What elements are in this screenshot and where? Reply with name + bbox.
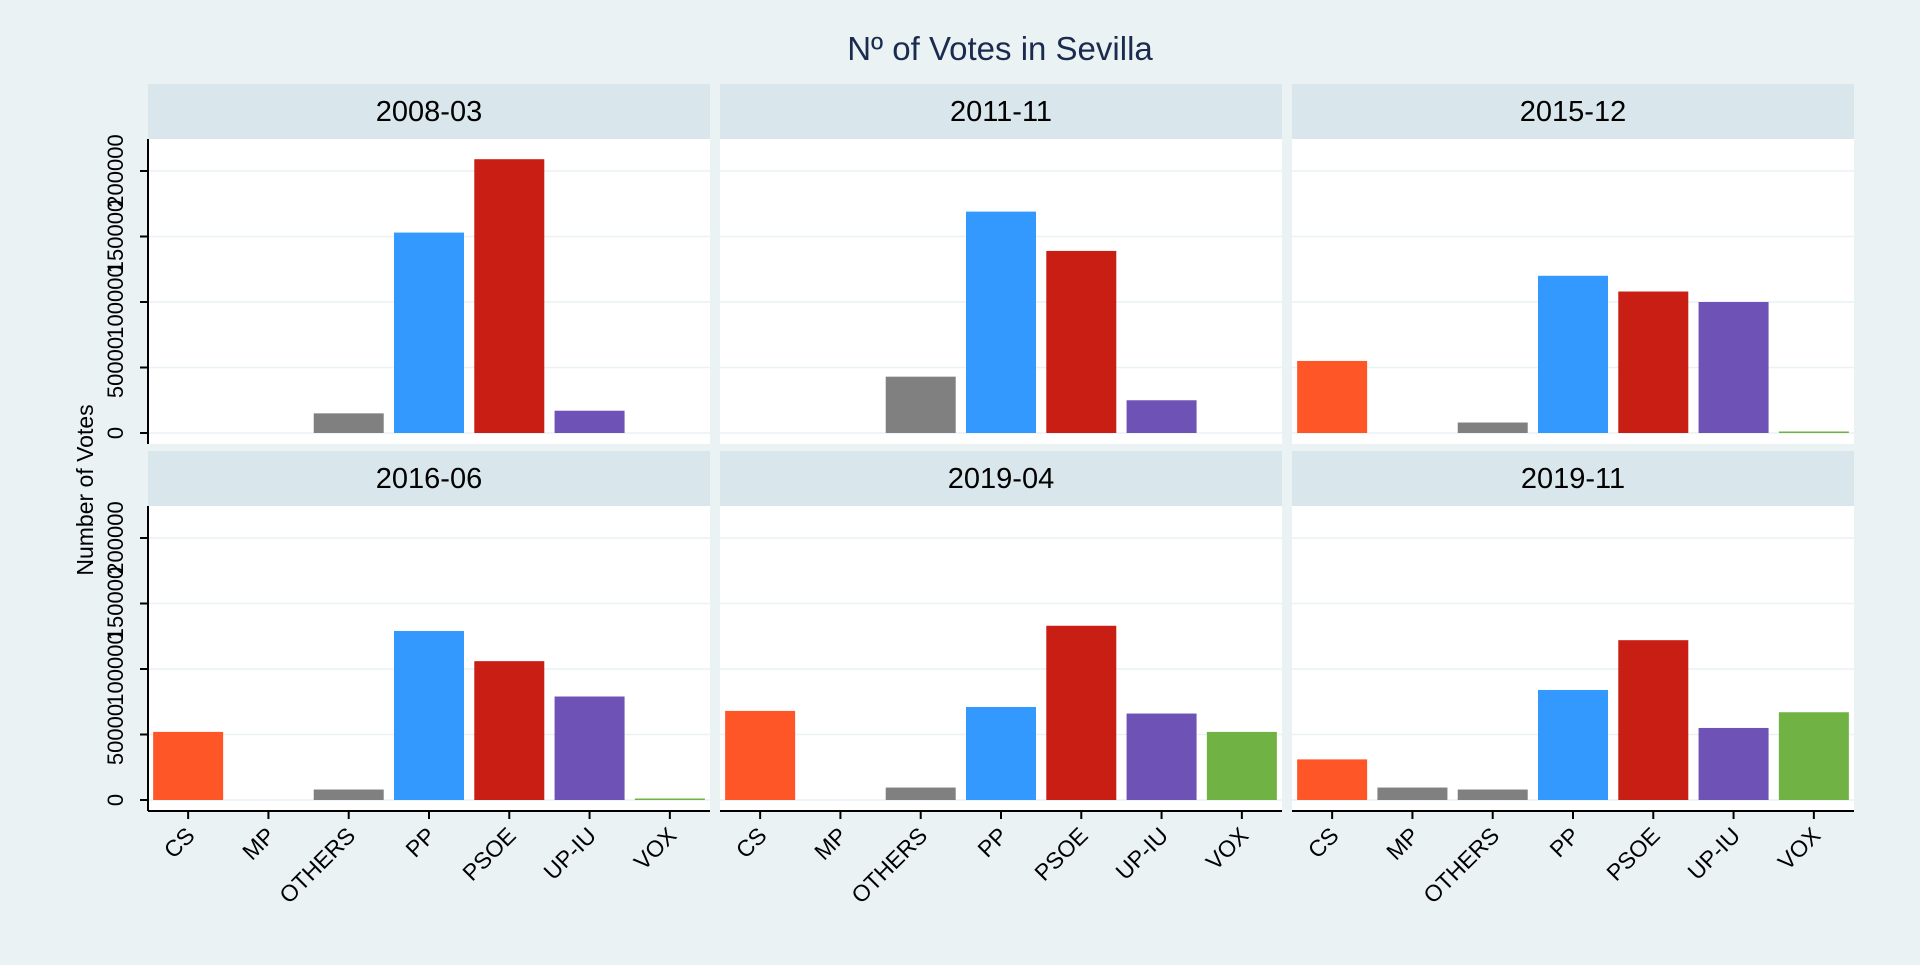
y-tick-label: 100000 xyxy=(103,632,128,705)
bar-vox xyxy=(1778,431,1849,433)
panel-strip-label: 2019-11 xyxy=(1521,463,1625,495)
panel-strip-label: 2011-11 xyxy=(950,96,1052,128)
bar-psoe xyxy=(1046,625,1117,800)
panel-strip xyxy=(1292,84,1854,139)
y-tick-label: 50000 xyxy=(103,337,128,398)
bar-others xyxy=(1457,422,1528,433)
bar-others xyxy=(1457,789,1528,800)
panel-strip-label: 2019-04 xyxy=(948,463,1054,495)
bar-vox xyxy=(1206,731,1277,800)
bar-pp xyxy=(394,232,464,433)
bar-pp xyxy=(1538,689,1608,800)
y-axis-label: Number of Votes xyxy=(72,404,98,575)
panel-2015-12: 2015-12 xyxy=(1292,84,1854,444)
bar-mp xyxy=(1377,787,1448,800)
panel-strip-label: 2015-12 xyxy=(1520,96,1626,128)
chart-title: Nº of Votes in Sevilla xyxy=(847,30,1153,67)
bar-psoe xyxy=(474,159,545,433)
bar-up-iu xyxy=(1126,713,1197,800)
bar-others xyxy=(313,413,384,433)
bar-pp xyxy=(966,211,1036,433)
panel-strip-label: 2016-06 xyxy=(376,463,482,495)
panel-strip xyxy=(148,84,710,139)
y-tick-label: 0 xyxy=(103,427,128,439)
y-tick-label: 100000 xyxy=(103,265,128,338)
bar-others xyxy=(313,789,384,800)
y-tick-label: 150000 xyxy=(103,200,128,273)
panel-strip xyxy=(148,451,710,506)
bar-up-iu xyxy=(1126,400,1197,433)
panel-strip xyxy=(720,84,1282,139)
bar-pp xyxy=(1538,275,1608,433)
bar-cs xyxy=(1297,759,1368,800)
bar-vox xyxy=(634,798,705,800)
y-tick-label: 0 xyxy=(103,794,128,806)
bar-psoe xyxy=(474,661,545,800)
y-tick-label: 200000 xyxy=(103,134,128,207)
bar-up-iu xyxy=(554,410,625,433)
bar-psoe xyxy=(1046,250,1117,433)
y-tick-label: 200000 xyxy=(103,501,128,574)
bar-vox xyxy=(1778,712,1849,800)
bar-cs xyxy=(1297,360,1368,433)
y-tick-label: 50000 xyxy=(103,704,128,765)
panel-2011-11: 2011-11 xyxy=(720,84,1282,444)
panel-strip xyxy=(1292,451,1854,506)
bar-up-iu xyxy=(1698,727,1769,800)
bar-up-iu xyxy=(1698,302,1769,433)
bar-cs xyxy=(153,731,224,800)
bar-pp xyxy=(394,631,464,800)
bar-others xyxy=(885,376,956,433)
panel-strip xyxy=(720,451,1282,506)
bar-psoe xyxy=(1618,291,1689,433)
panel-strip-label: 2008-03 xyxy=(376,96,482,128)
bar-others xyxy=(885,787,956,800)
bar-up-iu xyxy=(554,696,625,800)
bar-psoe xyxy=(1618,640,1689,800)
bar-pp xyxy=(966,706,1036,800)
y-tick-label: 150000 xyxy=(103,567,128,640)
bar-cs xyxy=(725,710,796,800)
